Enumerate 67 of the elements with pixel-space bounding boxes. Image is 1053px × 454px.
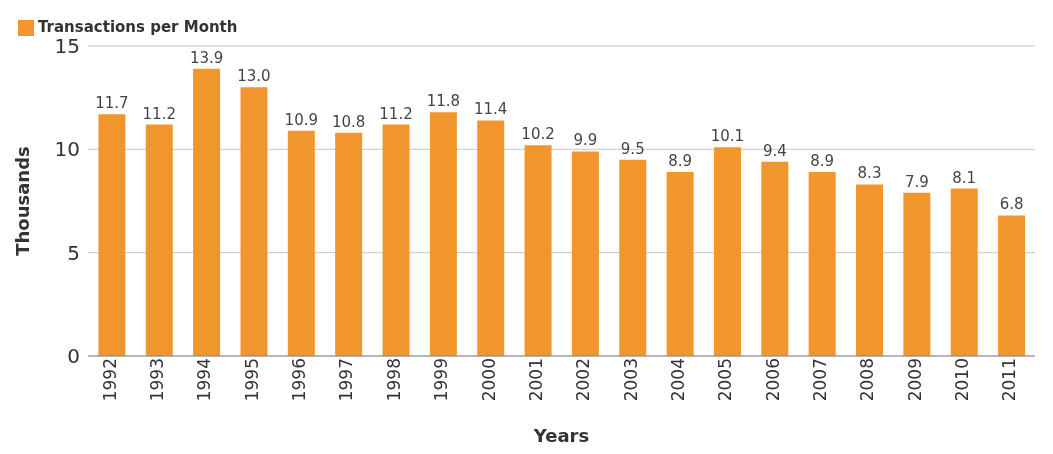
bar bbox=[524, 145, 552, 356]
x-tick-label: 2011 bbox=[999, 358, 1020, 402]
bar bbox=[808, 172, 836, 356]
x-tick-label: 2002 bbox=[573, 358, 594, 402]
x-axis-title: Years bbox=[532, 425, 590, 446]
x-tick-label: 1994 bbox=[194, 358, 215, 402]
y-tick-label: 0 bbox=[67, 344, 80, 369]
x-tick-label: 2009 bbox=[904, 358, 925, 402]
bar bbox=[98, 114, 126, 356]
bar bbox=[761, 161, 789, 356]
x-tick-label: 2003 bbox=[620, 358, 641, 402]
x-tick-label: 2007 bbox=[809, 358, 830, 402]
text: 7.9 bbox=[904, 172, 929, 191]
legend-label: Transactions per Month bbox=[38, 18, 238, 36]
text: 10.2 bbox=[521, 125, 555, 144]
text: 10.9 bbox=[284, 110, 319, 129]
bar bbox=[193, 68, 221, 356]
y-tick-label: 10 bbox=[54, 137, 80, 162]
bar bbox=[950, 188, 978, 356]
bar bbox=[382, 124, 410, 356]
text: 10.8 bbox=[331, 112, 366, 131]
text: 13.0 bbox=[237, 67, 271, 86]
x-tick-label: 1996 bbox=[289, 358, 310, 402]
x-tick-label: 1992 bbox=[99, 358, 120, 402]
text: 8.1 bbox=[952, 168, 977, 187]
x-tick-label: 1998 bbox=[383, 358, 404, 402]
text: 11.7 bbox=[95, 94, 129, 113]
bar bbox=[335, 132, 363, 356]
bar bbox=[429, 112, 457, 356]
bar bbox=[145, 124, 173, 356]
x-tick-label: 1999 bbox=[431, 358, 452, 402]
bar bbox=[240, 87, 268, 356]
text: 11.4 bbox=[474, 100, 508, 119]
text: 9.4 bbox=[762, 141, 787, 160]
bar bbox=[856, 184, 884, 356]
bar bbox=[713, 147, 741, 356]
text: 10.1 bbox=[710, 127, 745, 146]
y-tick-label: 5 bbox=[67, 240, 80, 265]
x-tick-label: 2001 bbox=[525, 358, 546, 402]
bar bbox=[998, 215, 1026, 356]
bar bbox=[477, 120, 505, 356]
text: 8.9 bbox=[668, 152, 693, 171]
bar bbox=[903, 192, 931, 356]
text: 11.8 bbox=[426, 92, 461, 111]
bar bbox=[619, 159, 647, 356]
text: 11.2 bbox=[142, 104, 176, 123]
text: 13.9 bbox=[189, 48, 224, 67]
x-tick-label: 2010 bbox=[952, 358, 973, 402]
x-tick-label: 1997 bbox=[336, 358, 357, 402]
x-tick-label: 1993 bbox=[147, 358, 168, 402]
x-tick-label: 2000 bbox=[478, 358, 499, 402]
x-tick-label: 2004 bbox=[667, 358, 688, 402]
text: 8.9 bbox=[810, 152, 835, 171]
x-tick-label: 1995 bbox=[241, 358, 262, 402]
text: 11.2 bbox=[379, 104, 413, 123]
text: 9.9 bbox=[573, 131, 598, 150]
bar bbox=[287, 130, 315, 356]
x-tick-label: 2008 bbox=[857, 358, 878, 402]
text: 8.3 bbox=[857, 164, 882, 183]
y-tick-label: 15 bbox=[54, 34, 80, 59]
x-tick-label: 2006 bbox=[762, 358, 783, 402]
x-tick-label: 2005 bbox=[715, 358, 736, 402]
bar bbox=[571, 151, 599, 356]
text: 6.8 bbox=[999, 195, 1024, 214]
y-axis-title: Thousands bbox=[12, 146, 34, 256]
bar bbox=[666, 172, 694, 356]
text: 9.5 bbox=[620, 139, 645, 158]
